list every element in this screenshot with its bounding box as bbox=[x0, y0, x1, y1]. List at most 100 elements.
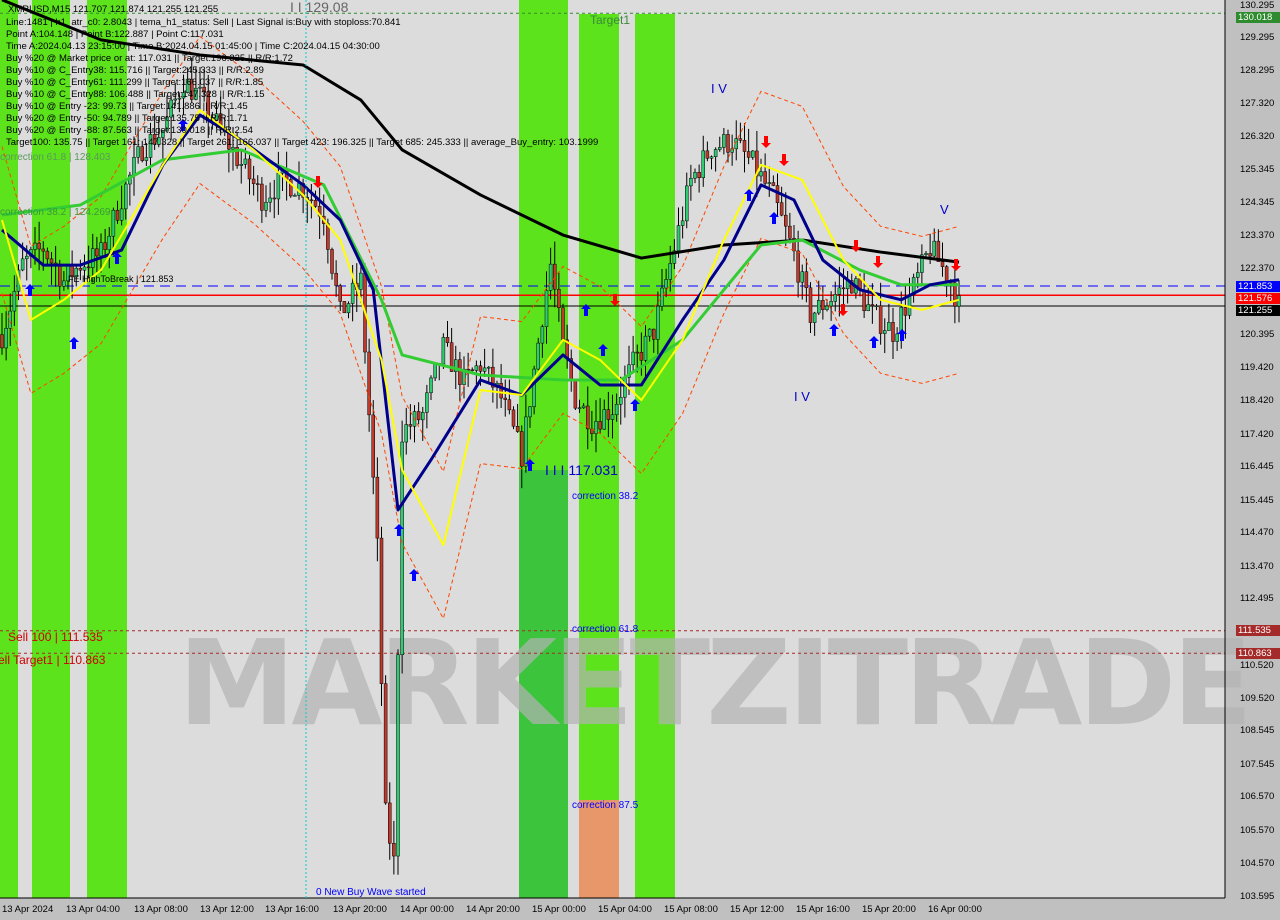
candle bbox=[251, 178, 256, 184]
candle bbox=[41, 248, 45, 252]
sell-arrow-icon bbox=[779, 154, 789, 166]
buy-arrow-icon bbox=[25, 284, 35, 296]
candle bbox=[606, 409, 611, 420]
candle bbox=[115, 209, 120, 221]
candle bbox=[536, 342, 540, 370]
buy-arrow-icon bbox=[112, 252, 122, 264]
candle bbox=[614, 404, 619, 416]
candle bbox=[693, 172, 697, 179]
candle bbox=[940, 261, 945, 267]
x-tick-label: 14 Apr 00:00 bbox=[400, 904, 454, 915]
candle bbox=[487, 366, 491, 369]
indicator-lines bbox=[1, 0, 960, 620]
y-tick-label: 130.295 bbox=[1240, 0, 1275, 11]
buy-arrow-icon bbox=[598, 344, 608, 356]
candle bbox=[478, 365, 483, 372]
buy-arrow-icon bbox=[869, 336, 879, 348]
price-level-tag: 121.576 bbox=[1236, 292, 1280, 304]
buy-arrow-icon bbox=[525, 459, 535, 471]
y-tick-label: 120.395 bbox=[1240, 329, 1275, 341]
buy-arrow-icon bbox=[581, 304, 591, 316]
correction-875-label: correction 87.5 bbox=[572, 800, 639, 811]
y-tick-label: 107.545 bbox=[1240, 758, 1275, 770]
sell-arrow-icon bbox=[313, 176, 323, 188]
candle bbox=[652, 328, 656, 340]
candle bbox=[359, 272, 363, 290]
candle bbox=[482, 367, 487, 372]
candle bbox=[672, 250, 677, 264]
candle bbox=[713, 149, 718, 157]
candle bbox=[177, 97, 182, 100]
y-tick-label: 123.370 bbox=[1240, 229, 1275, 241]
candle bbox=[458, 359, 462, 385]
info-line: Point A:104.148 | Point B:122.887 | Poin… bbox=[6, 29, 224, 40]
candle bbox=[660, 287, 664, 307]
candle bbox=[37, 242, 41, 250]
candle bbox=[643, 335, 648, 361]
x-tick-label: 15 Apr 20:00 bbox=[862, 904, 916, 915]
candle bbox=[548, 263, 553, 291]
candle bbox=[701, 150, 705, 178]
candle bbox=[334, 272, 338, 286]
candle bbox=[812, 312, 817, 323]
candle bbox=[759, 171, 763, 177]
candle bbox=[779, 202, 784, 216]
y-tick-label: 109.520 bbox=[1240, 692, 1275, 704]
candle bbox=[561, 307, 565, 341]
info-line: Buy %10 @ C_Entry88: 106.488 || Target:1… bbox=[6, 89, 265, 100]
candle bbox=[788, 225, 792, 239]
candle bbox=[185, 78, 190, 93]
buy-arrow-icon bbox=[69, 337, 79, 349]
info-line: Target100: 135.75 || Target 161: 147.328… bbox=[6, 137, 599, 148]
candle bbox=[445, 337, 450, 343]
y-tick-label: 108.545 bbox=[1240, 725, 1275, 737]
candle bbox=[33, 242, 37, 250]
indicator-line bbox=[1, 148, 959, 382]
candle bbox=[767, 182, 771, 184]
candle bbox=[313, 200, 318, 207]
candle bbox=[247, 158, 252, 180]
candle bbox=[462, 368, 466, 385]
sell100-label: Sell 100 | 111.535 bbox=[8, 630, 103, 644]
candle bbox=[392, 842, 396, 857]
candle bbox=[697, 172, 701, 178]
candle bbox=[136, 146, 140, 158]
candle bbox=[586, 405, 590, 430]
y-tick-label: 113.470 bbox=[1240, 560, 1274, 572]
price-levels bbox=[0, 12, 1225, 654]
time-zone bbox=[0, 0, 18, 898]
y-tick-label: 114.470 bbox=[1240, 527, 1274, 539]
candle bbox=[676, 225, 681, 252]
candle bbox=[309, 199, 314, 202]
candle bbox=[342, 301, 347, 314]
y-tick-label: 118.420 bbox=[1240, 395, 1274, 407]
candle bbox=[705, 150, 710, 159]
info-line: Buy %20 @ Market price or at: 117.031 ||… bbox=[6, 53, 293, 64]
candle bbox=[581, 405, 586, 409]
candle bbox=[8, 310, 12, 329]
candle bbox=[664, 279, 668, 289]
correction-top-label: correction 61.8 | 128.403 bbox=[0, 152, 111, 163]
y-tick-label: 106.570 bbox=[1240, 791, 1275, 803]
watermark: MARKETZITRADE bbox=[178, 614, 1249, 752]
candle bbox=[532, 368, 536, 408]
candle bbox=[449, 342, 454, 372]
candle bbox=[375, 476, 380, 539]
candle bbox=[86, 266, 91, 269]
candle bbox=[214, 113, 219, 121]
candle bbox=[25, 255, 29, 260]
candle bbox=[338, 285, 342, 302]
target1-label: Target1 bbox=[590, 13, 631, 27]
candle bbox=[408, 424, 413, 427]
candle bbox=[874, 305, 879, 307]
candle bbox=[152, 134, 157, 145]
candle bbox=[891, 322, 895, 342]
candle bbox=[520, 431, 524, 467]
candle bbox=[784, 214, 788, 227]
buy-arrow-icon bbox=[744, 189, 754, 201]
candle bbox=[755, 150, 759, 177]
time-zone bbox=[87, 0, 127, 898]
sell-arrow-icon bbox=[761, 136, 771, 148]
